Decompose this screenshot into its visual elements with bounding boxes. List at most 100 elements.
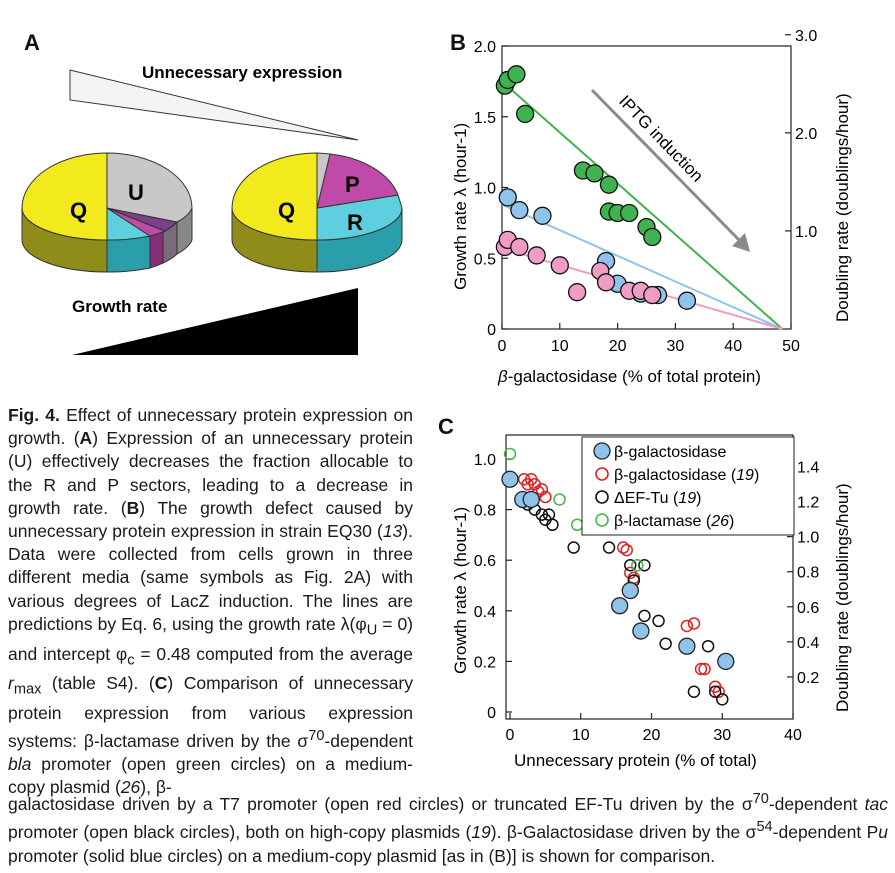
c-data-point	[638, 609, 651, 623]
c-data-point	[638, 559, 651, 572]
b-data-point	[550, 256, 569, 275]
b-data-point	[507, 65, 526, 84]
c-ytick-label: 1.0	[474, 452, 496, 469]
c-ytick-label: 0.8	[474, 503, 496, 520]
c-xtick-label: 0	[506, 727, 515, 744]
c-data-point	[716, 693, 729, 706]
c-y2tick-label: 0.2	[797, 670, 819, 687]
c-data-point	[553, 493, 566, 506]
c-y2tick-label: 0.8	[797, 565, 819, 582]
b-y2tick-label: 3.0	[795, 28, 817, 45]
c-data-point	[712, 685, 725, 699]
b-prediction-line	[501, 203, 783, 330]
c-ytick-label: 0	[487, 705, 496, 722]
iptg-arrow-head	[732, 233, 750, 252]
c-y2tick-label: 1.0	[797, 530, 819, 547]
b-data-point	[567, 283, 587, 302]
b-ytick-label: 1.5	[474, 110, 496, 127]
legend-marker-bgal-open	[595, 467, 609, 481]
panel-b-ylabel: Growth rate λ (hour-1)	[451, 123, 470, 290]
b-y2tick-label: 2.0	[795, 126, 817, 143]
c-data-point	[678, 637, 696, 655]
b-data-point	[510, 200, 529, 220]
c-data-point	[570, 518, 584, 532]
c-data-point	[652, 614, 665, 628]
panel-c-xlabel: Unnecessary protein (% of total)	[514, 751, 757, 770]
b-data-point	[677, 291, 697, 310]
c-data-point	[616, 541, 630, 554]
c-data-point	[539, 490, 552, 504]
figure-caption: Fig. 4. Effect of unnecessary protein ex…	[8, 405, 414, 798]
legend-label-3: β-lactamase (26)	[614, 513, 734, 530]
b-data-point	[527, 246, 546, 265]
c-data-point	[680, 619, 694, 633]
c-data-point	[717, 652, 735, 671]
c-data-point	[602, 541, 616, 554]
b-ytick-label: 1.0	[474, 181, 496, 198]
b-ytick-label: 2.0	[474, 39, 496, 56]
panel-letter-c: C	[438, 414, 454, 439]
b-data-point	[643, 285, 662, 305]
c-data-point	[708, 685, 722, 699]
c-y2tick-label: 0.6	[797, 600, 819, 617]
panel-b-y2label: Doubling rate (doublings/hour)	[833, 93, 852, 322]
panel-letter-b: B	[450, 30, 466, 55]
b-xtick-label: 0	[498, 338, 507, 355]
c-data-point	[620, 543, 633, 557]
b-xtick-label: 50	[782, 338, 800, 355]
c-data-point	[621, 581, 639, 600]
c-data-point	[659, 637, 672, 650]
figure-caption-continued: galactosidase driven by a T7 promoter (o…	[8, 791, 888, 866]
c-y2tick-label: 1.2	[797, 495, 819, 512]
panel-c-ylabel: Growth rate λ (hour-1)	[451, 507, 470, 674]
b-ytick-label: 0.5	[474, 251, 496, 268]
panel-c-legend-box	[581, 436, 795, 536]
c-ytick-label: 0.4	[474, 604, 496, 621]
legend-marker-eftu-open	[595, 490, 609, 504]
b-y2tick-label: 1.0	[795, 224, 817, 241]
panel-letter-a: A	[24, 30, 40, 55]
b-ytick-label: 0	[487, 322, 496, 339]
panel-c-frame	[505, 434, 794, 720]
c-data-point	[501, 470, 519, 488]
c-data-point	[632, 622, 650, 640]
c-y2tick-label: 1.4	[797, 459, 819, 476]
b-xtick-label: 30	[667, 338, 685, 355]
c-xtick-label: 10	[572, 727, 590, 744]
b-xtick-label: 10	[551, 338, 569, 355]
c-y2tick-label: 0.4	[797, 635, 819, 652]
b-data-point	[515, 104, 535, 124]
c-xtick-label: 40	[784, 727, 802, 744]
legend-label-0: β-galactosidase	[614, 444, 726, 461]
c-ytick-label: 0.2	[474, 654, 496, 671]
c-data-point	[624, 559, 637, 572]
b-data-point	[533, 206, 552, 225]
c-data-point	[698, 662, 711, 676]
b-data-point	[585, 164, 604, 183]
legend-label-2: ΔEF-Tu (19)	[614, 490, 701, 507]
c-data-point	[522, 490, 540, 509]
c-data-point	[701, 639, 715, 653]
b-xtick-label: 20	[609, 338, 627, 355]
b-xtick-label: 40	[724, 338, 742, 355]
legend-marker-bgal-filled	[593, 442, 611, 460]
legend-label-1: β-galactosidase (19)	[614, 467, 759, 484]
c-xtick-label: 30	[713, 727, 731, 744]
b-prediction-line	[501, 80, 783, 330]
c-data-point	[611, 597, 629, 615]
panel-b-xlabel: β-galactosidase (% of total protein)	[497, 367, 761, 386]
b-data-point	[510, 237, 529, 257]
c-xtick-label: 20	[643, 727, 661, 744]
c-data-point	[546, 518, 559, 532]
c-data-point	[631, 559, 644, 572]
b-data-point	[596, 273, 616, 292]
c-data-point	[567, 541, 580, 554]
c-data-point	[503, 447, 517, 461]
b-data-point	[643, 227, 662, 247]
legend-marker-blac-open	[595, 513, 609, 527]
panel-c-legend: β-galactosidase β-galactosidase (19) ΔEF…	[593, 442, 759, 530]
c-data-point	[535, 483, 549, 496]
b-data-point	[599, 175, 619, 194]
